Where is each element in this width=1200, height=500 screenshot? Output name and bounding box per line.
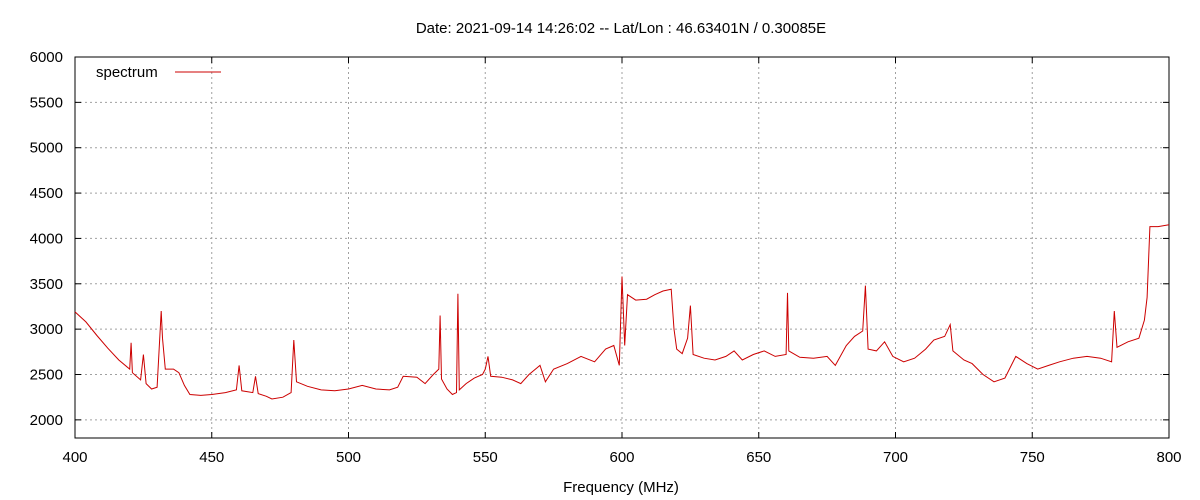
- y-tick-label: 4500: [30, 185, 63, 202]
- x-tick-label: 600: [609, 449, 634, 466]
- grid-lines: [75, 57, 1169, 438]
- x-axis-label: Frequency (MHz): [563, 479, 679, 496]
- y-tick-label: 6000: [30, 49, 63, 66]
- spectrum-series-line: [74, 224, 1170, 400]
- y-tick-label: 2500: [30, 367, 63, 384]
- y-tick-labels: 2000 2500 3000 3500 4000 4500 5000 5500 6000: [30, 49, 63, 429]
- x-tick-label: 750: [1020, 449, 1045, 466]
- x-tick-label: 700: [883, 449, 908, 466]
- chart-title: Date: 2021-09-14 14:26:02 -- Lat/Lon : 4…: [416, 20, 826, 37]
- legend-label-spectrum: spectrum: [96, 64, 158, 81]
- x-tick-label: 650: [746, 449, 771, 466]
- y-tick-label: 5500: [30, 94, 63, 111]
- y-tick-label: 4000: [30, 230, 63, 247]
- y-tick-label: 2000: [30, 412, 63, 429]
- x-tick-label: 450: [199, 449, 224, 466]
- y-tick-label: 3000: [30, 321, 63, 338]
- x-tick-label: 800: [1156, 449, 1181, 466]
- y-tick-label: 5000: [30, 140, 63, 157]
- y-tick-label: 3500: [30, 276, 63, 293]
- x-tick-label: 550: [473, 449, 498, 466]
- legend: spectrum: [96, 64, 221, 81]
- x-tick-label: 400: [62, 449, 87, 466]
- x-tick-labels: 400 450 500 550 600 650 700 750 800: [62, 449, 1181, 466]
- x-tick-label: 500: [336, 449, 361, 466]
- axis-ticks: [74, 56, 1170, 438]
